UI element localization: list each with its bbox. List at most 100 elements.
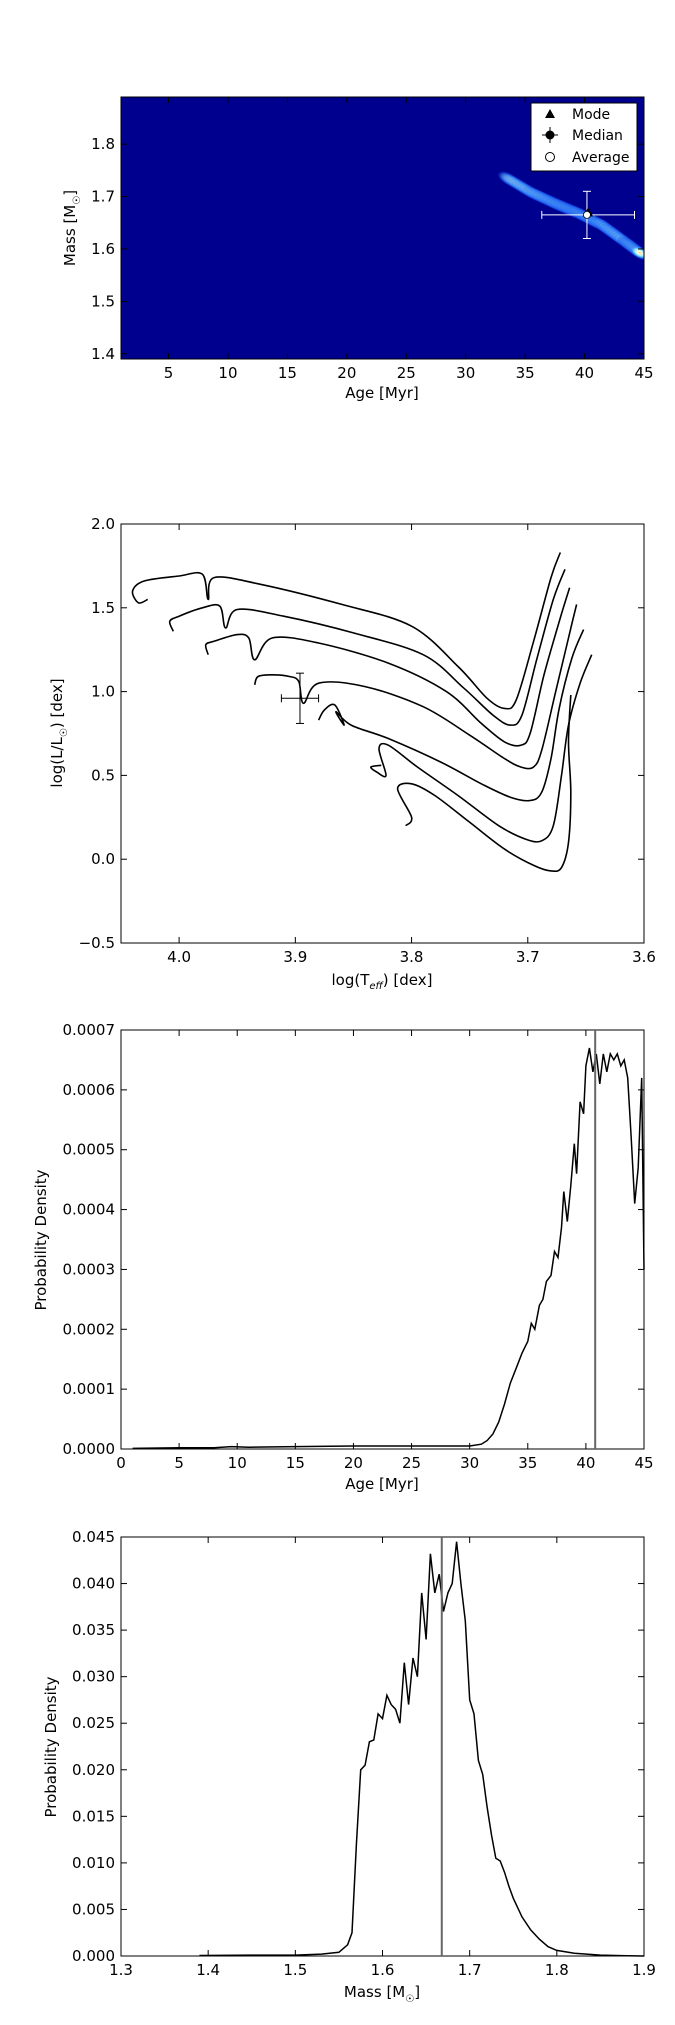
y-tick-label: 2.0 (91, 515, 115, 533)
x-tick-label: 45 (634, 364, 653, 382)
evolution-track-line (396, 694, 572, 873)
x-tick-label: 35 (516, 364, 535, 382)
x-tick-label: 1.7 (458, 1961, 482, 1979)
y-tick-label: 1.5 (91, 599, 115, 617)
y-tick-label: 0.0006 (63, 1081, 116, 1099)
hr-diagram: 4.0 3.9 3.8 3.7 3.6 −0.5 0.0 0.5 1.0 1.5 2.0 log(T… (48, 515, 656, 992)
mass-pdf-ticks: 1.3 1.4 1.5 1.6 1.7 1.8 1.9 0.000 0.005 0.010 0.01… (72, 1528, 656, 1979)
y-tick-label: 0.0003 (63, 1260, 116, 1278)
y-tick-label: −0.5 (79, 934, 115, 952)
mass-pdf-frame (120, 1536, 645, 1957)
age-pdf-x-axis-label: Age [Myr] (345, 1475, 418, 1493)
x-tick-label: 40 (575, 364, 594, 382)
x-tick-label: 15 (278, 364, 297, 382)
mass-pdf-x-axis-label: Mass [M☉] (344, 1983, 420, 2005)
x-tick-label: 1.4 (196, 1961, 220, 1979)
legend-average-circle-icon (545, 152, 555, 162)
x-tick-label: 40 (576, 1454, 595, 1472)
x-tick-label: 1.8 (545, 1961, 569, 1979)
y-tick-label: 0.020 (72, 1761, 115, 1779)
age-pdf-curve (132, 1030, 645, 1450)
hr-frame (120, 523, 645, 944)
y-tick-label: 0.045 (72, 1528, 115, 1546)
x-tick-label: 25 (402, 1454, 421, 1472)
x-tick-label: 20 (344, 1454, 363, 1472)
x-tick-label: 10 (218, 364, 237, 382)
age-pdf-chart: 0 5 10 15 20 25 30 35 40 45 0.0000 0.0001 0.0002 0.00… (32, 1021, 654, 1493)
y-tick-label: 0.0 (91, 850, 115, 868)
evolution-track-line (204, 587, 571, 747)
x-tick-label: 5 (174, 1454, 184, 1472)
heatmap-legend: Mode Median Average (530, 102, 638, 172)
y-tick-label: 0.010 (72, 1854, 115, 1872)
x-tick-label: 5 (164, 364, 174, 382)
x-tick-label: 35 (518, 1454, 537, 1472)
y-tick-label: 0.5 (91, 766, 115, 784)
pdf-line (132, 1047, 645, 1450)
x-tick-label: 30 (456, 364, 475, 382)
evolution-track-line (253, 604, 578, 770)
legend-average-label: Average (572, 150, 630, 166)
y-tick-label: 0.0000 (63, 1440, 116, 1458)
x-tick-label: 1.3 (109, 1961, 133, 1979)
y-tick-label: 0.0004 (63, 1201, 116, 1219)
x-tick-label: 10 (228, 1454, 247, 1472)
hr-x-axis-label: log(Teff) [dex] (332, 971, 433, 992)
hr-y-axis-label: log(L/L☉) [dex] (48, 678, 70, 787)
age-pdf-frame (120, 1029, 645, 1450)
legend-median-label: Median (572, 128, 623, 144)
evolution-track-line (131, 552, 562, 710)
pdf-line (199, 1541, 645, 1957)
x-tick-label: 4.0 (167, 948, 191, 966)
age-pdf-y-axis-label: Probability Density (32, 1169, 50, 1310)
y-tick-label: 0.000 (72, 1947, 115, 1965)
average-marker (583, 210, 591, 219)
evolution-track-line (370, 654, 593, 843)
mass-pdf-curve (199, 1537, 645, 1957)
x-tick-label: 1.6 (371, 1961, 395, 1979)
x-tick-label: 3.7 (516, 948, 540, 966)
y-tick-label: 1.4 (91, 345, 115, 363)
y-tick-label: 0.0007 (63, 1021, 116, 1039)
y-tick-label: 1.7 (91, 188, 115, 206)
heatmap-y-axis-label: Mass [M☉] (61, 190, 83, 266)
x-tick-label: 15 (286, 1454, 305, 1472)
legend-mode-triangle-icon (545, 109, 555, 118)
y-tick-label: 1.8 (91, 135, 115, 153)
mass-age-heatmap: 5 10 15 20 25 30 35 40 45 1.4 1.5 1.6 1.7 1.8 Age [My… (61, 96, 654, 402)
heatmap-ticks: 5 10 15 20 25 30 35 40 45 1.4 1.5 1.6 1.7 1.8 (91, 97, 654, 382)
age-pdf-ticks: 0 5 10 15 20 25 30 35 40 45 0.0000 0.0001 0.0002 0.00… (63, 1021, 654, 1472)
x-tick-label: 3.6 (632, 948, 656, 966)
legend-mode-label: Mode (572, 107, 610, 123)
y-tick-label: 0.0002 (63, 1320, 116, 1338)
y-tick-label: 0.005 (72, 1900, 115, 1918)
heatmap-markers (541, 190, 635, 239)
y-tick-label: 0.0005 (63, 1141, 116, 1159)
evolution-track-line (317, 629, 585, 802)
x-tick-label: 3.8 (400, 948, 424, 966)
y-tick-label: 0.040 (72, 1575, 115, 1593)
x-tick-label: 45 (634, 1454, 653, 1472)
y-tick-label: 1.5 (91, 292, 115, 310)
hr-star-errorbar (280, 672, 320, 724)
evolution-track-line (168, 569, 566, 726)
mass-pdf-y-axis-label: Probability Density (42, 1676, 60, 1817)
x-tick-label: 30 (460, 1454, 479, 1472)
x-tick-label: 20 (337, 364, 356, 382)
hr-ticks: 4.0 3.9 3.8 3.7 3.6 −0.5 0.0 0.5 1.0 1.5 2.0 (79, 515, 656, 966)
y-tick-label: 0.035 (72, 1621, 115, 1639)
heatmap-x-axis-label: Age [Myr] (345, 384, 418, 402)
mass-pdf-chart: 1.3 1.4 1.5 1.6 1.7 1.8 1.9 0.000 0.005 0.010 0.01… (42, 1528, 656, 2005)
y-tick-label: 0.015 (72, 1807, 115, 1825)
y-tick-label: 0.025 (72, 1714, 115, 1732)
y-tick-label: 1.0 (91, 683, 115, 701)
x-tick-label: 3.9 (283, 948, 307, 966)
x-tick-label: 25 (397, 364, 416, 382)
y-tick-label: 0.0001 (63, 1380, 116, 1398)
hr-evolution-tracks (131, 552, 593, 873)
y-tick-label: 0.030 (72, 1668, 115, 1686)
y-tick-label: 1.6 (91, 240, 115, 258)
x-tick-label: 1.9 (632, 1961, 656, 1979)
heatmap-density-cell (629, 245, 644, 261)
